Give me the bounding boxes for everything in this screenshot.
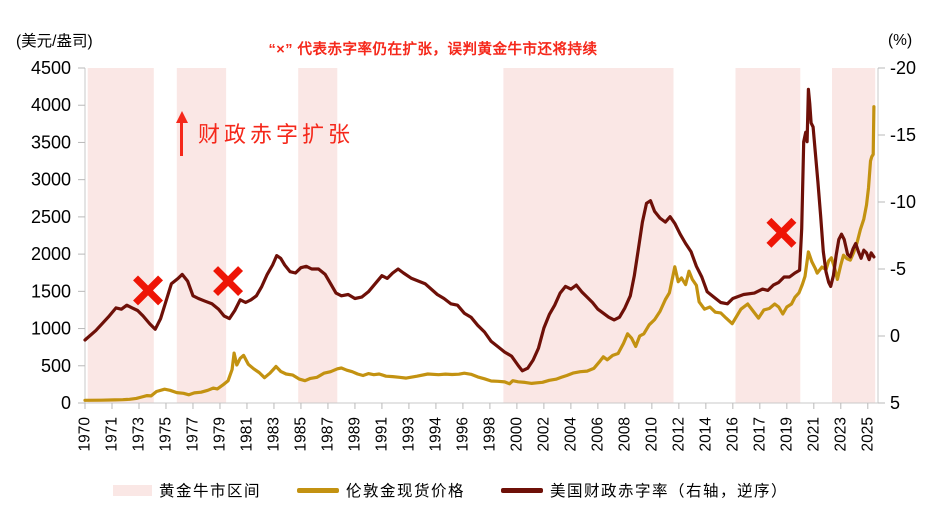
chart-title: “×” 代表赤字率仍在扩张，误判黄金牛市还将持续	[268, 42, 598, 58]
legend-label-deficit-rate: 美国财政赤字率（右轴，逆序）	[550, 483, 789, 500]
x-axis-tick-label: 1987	[319, 417, 336, 451]
x-axis-tick-label: 1989	[346, 417, 363, 451]
arrow-head	[175, 111, 188, 123]
deficit-expansion-annotation: 财政赤字扩张	[175, 111, 354, 156]
x-axis-tick-label: 2019	[778, 417, 795, 451]
arrow-shaft	[179, 122, 184, 156]
bull-market-band	[832, 68, 876, 403]
x-axis-tick-label: 1970	[77, 417, 94, 452]
left-axis-tick-label: 500	[41, 356, 71, 376]
x-axis-tick-label: 1975	[157, 417, 174, 451]
right-axis-tick-label: 5	[890, 393, 900, 413]
bull-market-band	[87, 68, 154, 403]
x-mark	[766, 217, 797, 248]
x-axis-tick-label: 2014	[697, 417, 714, 452]
x-axis-tick-label: 2017	[751, 417, 768, 451]
x-axis-tick-label: 1993	[400, 417, 417, 451]
legend-label-bull-market: 黄金牛市区间	[159, 483, 262, 500]
gold-price-line	[83, 105, 876, 402]
x-axis-tick-label: 1983	[265, 417, 282, 451]
right-axis-tick-label: 0	[890, 326, 900, 346]
left-axis-tick-label: 4000	[31, 95, 71, 115]
bull-market-band	[176, 68, 227, 403]
x-axis-tick-label: 2006	[589, 417, 606, 451]
deficit-rate-line	[83, 87, 876, 373]
x-axis-tick-label: 2010	[643, 417, 660, 452]
legend-item-deficit-rate: 美国财政赤字率（右轴，逆序）	[501, 479, 788, 501]
bull-market-band	[503, 68, 674, 403]
x-axis-tick-label: 2021	[805, 417, 822, 451]
x-axis-tick-label: 1994	[427, 417, 444, 452]
left-axis-tick-label: 0	[61, 393, 71, 413]
deficit-rate-line-swatch	[501, 487, 544, 493]
right-axis-tick-label: -15	[890, 125, 916, 145]
x-axis-tick-label: 2004	[562, 417, 579, 452]
up-arrow-icon	[175, 111, 188, 156]
x-mark	[213, 266, 244, 297]
left-axis-tick-label: 1000	[31, 319, 71, 339]
x-axis-tick-label: 2000	[508, 417, 525, 452]
gold-price-line-swatch	[297, 487, 340, 493]
x-axis-tick-label: 2023	[832, 417, 849, 451]
bull-market-band	[735, 68, 801, 403]
x-axis-tick-label: 1985	[292, 417, 309, 451]
x-axis-tick-label: 2016	[724, 417, 741, 451]
x-axis-tick-label: 1977	[184, 417, 201, 451]
x-axis-tick-label: 1979	[211, 417, 228, 451]
x-axis-tick-label: 2012	[670, 417, 687, 451]
left-axis-unit-label: (美元/盎司)	[16, 33, 93, 50]
right-axis-tick-label: -20	[890, 58, 916, 78]
legend-label-gold-price: 伦敦金现货价格	[346, 483, 466, 500]
x-axis-tick-label: 1996	[454, 417, 471, 451]
left-axis-tick-label: 2500	[31, 207, 71, 227]
right-axis-tick-label: -5	[890, 259, 906, 279]
bull-market-band	[298, 68, 338, 403]
legend-item-bull-market-band: 黄金牛市区间	[113, 479, 261, 501]
x-axis-tick-label: 1971	[103, 417, 120, 451]
bull-market-band-swatch	[113, 484, 152, 496]
right-axis-unit-label: (%)	[888, 32, 913, 49]
x-axis-tick-label: 2002	[535, 417, 552, 451]
left-axis-tick-label: 4500	[31, 58, 71, 78]
legend: 黄金牛市区间 伦敦金现货价格 美国财政赤字率（右轴，逆序）	[113, 479, 788, 501]
left-axis-tick-label: 3000	[31, 170, 71, 190]
x-axis-tick-label: 1998	[481, 417, 498, 451]
x-axis-tick-label: 1991	[373, 417, 390, 451]
x-axis-tick-label: 1973	[130, 417, 147, 451]
x-axis-tick-label: 1981	[238, 417, 255, 451]
x-axis-tick-label: 2008	[616, 417, 633, 451]
left-axis-tick-label: 3500	[31, 132, 71, 152]
legend-item-gold-price: 伦敦金现货价格	[297, 479, 465, 501]
left-axis-tick-label: 2000	[31, 244, 71, 264]
x-axis-tick-label: 2025	[859, 417, 876, 451]
x-mark	[133, 275, 164, 306]
right-axis-tick-label: -10	[890, 192, 916, 212]
annotation-label: 财政赤字扩张	[198, 122, 355, 147]
left-axis-tick-label: 1500	[31, 281, 71, 301]
